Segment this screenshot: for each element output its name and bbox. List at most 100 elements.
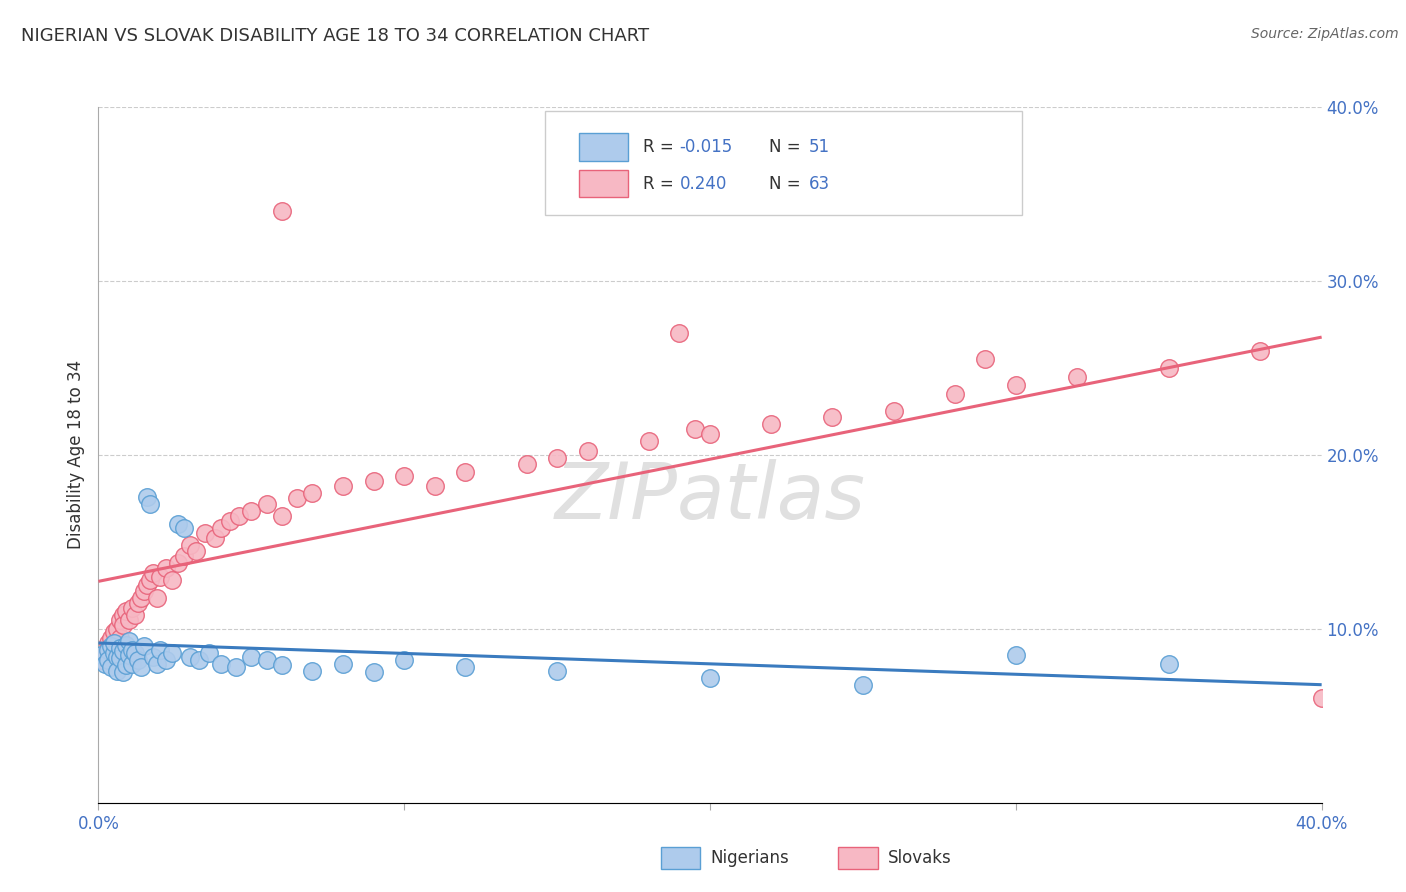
Point [576, 444, 599, 458]
Point [454, 660, 477, 674]
Text: -0.015: -0.015 [679, 137, 733, 156]
Point [108, 651, 131, 665]
Point [699, 427, 721, 442]
FancyBboxPatch shape [579, 169, 628, 197]
Point [188, 653, 211, 667]
Point [142, 566, 165, 581]
Point [683, 422, 706, 436]
Point [167, 556, 190, 570]
Point [129, 660, 152, 674]
Point [149, 570, 172, 584]
Point [111, 644, 134, 658]
Point [121, 642, 143, 657]
Point [546, 664, 568, 678]
Point [93, 648, 115, 662]
Point [108, 613, 131, 627]
Point [105, 622, 128, 636]
Point [1249, 343, 1271, 358]
Point [225, 660, 247, 674]
Text: Nigerians: Nigerians [710, 849, 789, 867]
Point [121, 601, 143, 615]
Point [108, 640, 131, 655]
Point [97, 636, 120, 650]
Point [1004, 378, 1026, 392]
Point [186, 543, 208, 558]
Point [204, 532, 226, 546]
Point [173, 549, 195, 563]
Point [256, 497, 278, 511]
Point [516, 457, 538, 471]
Point [1157, 657, 1180, 671]
Point [943, 387, 966, 401]
Point [546, 451, 568, 466]
Point [454, 466, 477, 480]
Point [155, 653, 177, 667]
Point [129, 591, 152, 605]
Point [256, 653, 278, 667]
Point [127, 653, 149, 667]
Point [240, 649, 263, 664]
Point [1004, 648, 1026, 662]
Point [111, 607, 134, 622]
Point [240, 503, 263, 517]
Point [142, 649, 165, 664]
Point [97, 653, 120, 667]
Point [145, 657, 167, 671]
Point [270, 508, 292, 523]
Point [127, 596, 149, 610]
Point [103, 625, 125, 640]
Text: N =: N = [769, 137, 806, 156]
Point [285, 491, 308, 506]
Point [121, 657, 143, 671]
Point [363, 665, 385, 680]
Point [111, 665, 134, 680]
Point [332, 657, 354, 671]
Point [103, 639, 125, 653]
Point [118, 634, 141, 648]
Text: 0.240: 0.240 [679, 175, 727, 193]
Text: 63: 63 [808, 175, 830, 193]
Point [167, 517, 190, 532]
Point [118, 648, 141, 662]
Point [100, 660, 122, 674]
Point [1066, 369, 1088, 384]
Point [139, 497, 162, 511]
Point [699, 671, 721, 685]
Text: Source: ZipAtlas.com: Source: ZipAtlas.com [1251, 27, 1399, 41]
Point [1157, 360, 1180, 375]
Text: 51: 51 [808, 137, 830, 156]
Point [821, 409, 844, 424]
FancyBboxPatch shape [838, 847, 877, 869]
Point [100, 639, 122, 653]
Point [136, 578, 159, 592]
Point [974, 352, 997, 367]
Text: N =: N = [769, 175, 806, 193]
Point [194, 526, 217, 541]
Point [124, 607, 146, 622]
FancyBboxPatch shape [661, 847, 700, 869]
Point [883, 404, 905, 418]
Point [160, 646, 183, 660]
Point [173, 521, 195, 535]
Point [363, 474, 385, 488]
Point [115, 658, 138, 673]
Point [668, 326, 690, 340]
Point [111, 618, 134, 632]
Point [392, 653, 416, 667]
Point [149, 642, 172, 657]
Point [115, 638, 138, 652]
Point [97, 642, 120, 657]
FancyBboxPatch shape [546, 111, 1022, 215]
Point [103, 646, 125, 660]
Point [155, 561, 177, 575]
Point [270, 204, 292, 219]
Point [134, 583, 156, 598]
Point [301, 486, 323, 500]
Point [332, 479, 354, 493]
Point [179, 649, 201, 664]
Point [228, 508, 250, 523]
Point [136, 490, 159, 504]
Point [97, 642, 120, 657]
Point [118, 613, 141, 627]
Point [209, 657, 232, 671]
